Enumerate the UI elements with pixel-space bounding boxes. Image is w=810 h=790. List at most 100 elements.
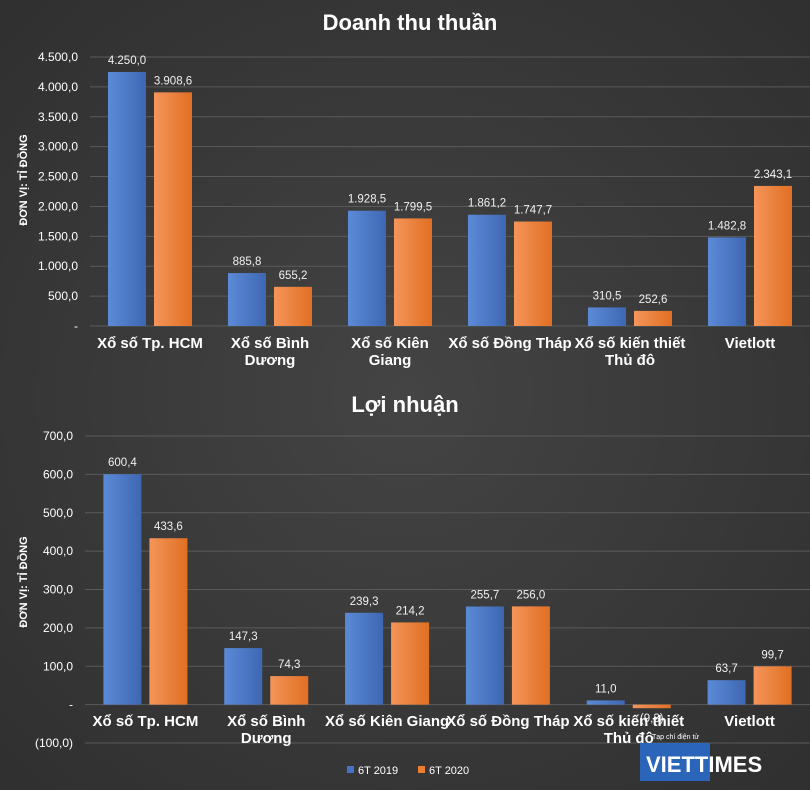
- revenue-chart-title: Doanh thu thuần: [323, 10, 498, 35]
- viettimes-watermark: Tạp chí điện tử VIETTIMES: [640, 733, 762, 781]
- revenue-data-label: 4.250,0: [108, 55, 146, 67]
- revenue-y-tick-label: 500,0: [48, 289, 78, 303]
- revenue-bar: [154, 92, 192, 327]
- revenue-data-label: 655,2: [279, 270, 308, 282]
- profit-data-label: 433,6: [154, 521, 183, 533]
- revenue-category-label: Xổ số Tp. HCM: [97, 335, 203, 352]
- profit-y-tick-label: 700,0: [43, 429, 73, 443]
- profit-bar: [632, 704, 671, 709]
- revenue-category-label: Xổ số Bình Dương: [231, 335, 309, 369]
- profit-category-label: Xổ số Tp. HCM: [93, 713, 199, 730]
- profit-bar: [707, 680, 746, 705]
- profit-data-label: 99,7: [761, 649, 783, 661]
- revenue-bar: [588, 307, 626, 326]
- profit-bar: [465, 606, 504, 705]
- profit-y-tick-label: 400,0: [43, 544, 73, 558]
- revenue-data-label: 3.908,6: [154, 75, 192, 87]
- profit-data-label: 256,0: [517, 589, 546, 601]
- revenue-data-label: 1.482,8: [708, 220, 746, 232]
- revenue-bar: [394, 218, 432, 326]
- profit-bar: [586, 700, 625, 705]
- profit-category-label: Xổ số Bình Dương: [227, 713, 305, 747]
- revenue-y-tick-label: 2.500,0: [38, 170, 78, 184]
- profit-data-label: 147,3: [229, 631, 258, 643]
- profit-category-label: Xổ số kiến thiết Thủ đô: [573, 713, 684, 747]
- profit-chart: Lợi nhuận ĐƠN VỊ: TỈ ĐỒNG (100,0) - 100,0 2…: [17, 392, 810, 750]
- revenue-bar: [468, 214, 506, 326]
- profit-bar: [391, 622, 430, 705]
- profit-y-tick-label: 500,0: [43, 506, 73, 520]
- revenue-category-label: Xổ số kiến thiết Thủ đô: [575, 335, 686, 369]
- revenue-bar: [754, 185, 792, 326]
- revenue-y-tick-label: 1.000,0: [38, 259, 78, 273]
- profit-bars: 600,4 433,6 147,3 74,3 239,3 214,2 255,7 256,0 1…: [103, 457, 792, 725]
- revenue-category-label: Vietlott: [725, 335, 776, 352]
- profit-data-label: 214,2: [396, 605, 425, 617]
- legend-label-2020: 6T 2020: [429, 765, 469, 777]
- revenue-y-tick-label: 3.500,0: [38, 110, 78, 124]
- watermark-brand: VIETTIMES: [646, 752, 762, 777]
- revenue-y-tick-label: -: [74, 319, 78, 333]
- legend-swatch-2019: [347, 766, 354, 773]
- profit-data-label: 239,3: [350, 596, 379, 608]
- revenue-bar: [708, 237, 746, 326]
- revenue-bar: [108, 71, 146, 326]
- revenue-data-label: 885,8: [233, 256, 262, 268]
- revenue-data-label: 2.343,1: [754, 169, 792, 181]
- profit-category-label: Xổ số Đồng Tháp: [446, 713, 569, 730]
- profit-data-label: 63,7: [715, 663, 737, 675]
- legend-swatch-2020: [418, 766, 425, 773]
- revenue-data-label: 310,5: [593, 290, 622, 302]
- legend-label-2019: 6T 2019: [358, 765, 398, 777]
- profit-y-tick-label: 300,0: [43, 583, 73, 597]
- profit-y-ticks: (100,0) - 100,0 200,0 300,0 400,0 500,0 600,0 70…: [35, 429, 73, 750]
- profit-gridlines: [85, 435, 810, 744]
- profit-bar: [270, 676, 309, 705]
- revenue-bar: [634, 310, 672, 326]
- revenue-category-label: Xổ số Kiên Giang: [351, 335, 429, 369]
- profit-data-label: 11,0: [595, 683, 617, 695]
- revenue-data-label: 1.928,5: [348, 194, 386, 206]
- revenue-y-tick-label: 2.000,0: [38, 199, 78, 213]
- profit-y-tick-label: 100,0: [43, 659, 73, 673]
- profit-y-tick-label: 600,0: [43, 467, 73, 481]
- watermark-tagline: Tạp chí điện tử: [652, 733, 699, 741]
- revenue-data-label: 1.799,5: [394, 201, 432, 213]
- profit-data-label: 255,7: [471, 590, 500, 602]
- profit-data-label: 74,3: [278, 659, 300, 671]
- revenue-bars: 4.250,0 3.908,6 885,8 655,2 1.928,5 1.799,5 1.…: [108, 55, 792, 327]
- profit-chart-title: Lợi nhuận: [351, 392, 458, 417]
- profit-bar: [149, 538, 188, 705]
- profit-y-tick-label: 200,0: [43, 621, 73, 635]
- revenue-bar: [348, 210, 386, 326]
- revenue-gridlines: [90, 56, 810, 327]
- revenue-data-label: 1.747,7: [514, 205, 552, 217]
- profit-data-label: 600,4: [108, 457, 137, 469]
- profit-category-label: Xổ số Kiên Giang: [325, 713, 449, 730]
- profit-category-label: Vietlott: [724, 713, 775, 730]
- profit-bar: [103, 474, 142, 705]
- profit-bar: [224, 648, 263, 705]
- profit-y-axis-label: ĐƠN VỊ: TỈ ĐỒNG: [17, 536, 30, 627]
- profit-y-tick-label: (100,0): [35, 736, 73, 750]
- profit-y-tick-label: -: [69, 698, 73, 712]
- revenue-bar: [228, 273, 266, 326]
- revenue-y-tick-label: 4.500,0: [38, 50, 78, 64]
- revenue-chart: Doanh thu thuần ĐƠN VỊ: TỈ ĐỒNG - 500,0 1.…: [17, 10, 810, 369]
- revenue-data-label: 252,6: [639, 294, 668, 306]
- revenue-data-label: 1.861,2: [468, 198, 506, 210]
- revenue-y-axis-label: ĐƠN VỊ: TỈ ĐỒNG: [17, 134, 30, 225]
- revenue-categories: Xổ số Tp. HCM Xổ số Bình Dương Xổ số Kiên Gi…: [97, 335, 775, 369]
- revenue-y-tick-label: 3.000,0: [38, 140, 78, 154]
- watermark-logo-box: [640, 743, 710, 781]
- profit-bar: [511, 606, 550, 705]
- profit-bar: [753, 666, 792, 705]
- revenue-y-tick-label: 1.500,0: [38, 229, 78, 243]
- legend: 6T 2019 6T 2020: [347, 765, 469, 777]
- revenue-bar: [514, 221, 552, 326]
- revenue-y-ticks: - 500,0 1.000,0 1.500,0 2.000,0 2.500,0 3.000,…: [38, 50, 78, 333]
- revenue-bar: [274, 286, 312, 326]
- revenue-category-label: Xổ số Đồng Tháp: [448, 335, 571, 352]
- profit-bar: [345, 612, 384, 705]
